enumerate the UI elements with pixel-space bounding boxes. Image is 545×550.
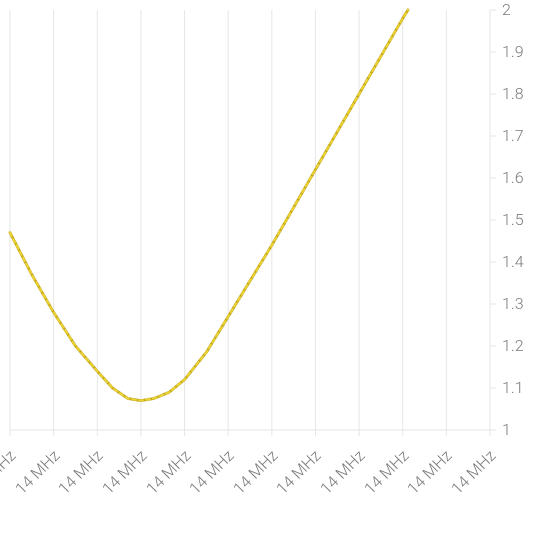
line-chart: 21.91.81.71.61.51.41.31.21.1114 MHz14 MH…	[0, 0, 545, 550]
y-tick-label: 1.6	[502, 168, 524, 187]
y-tick-label: 2	[502, 0, 511, 19]
y-tick-label: 1.9	[502, 42, 524, 61]
y-tick-label: 1.5	[502, 210, 524, 229]
y-tick-label: 1.7	[502, 126, 524, 145]
y-tick-label: 1.4	[502, 252, 524, 271]
y-tick-label: 1	[502, 420, 511, 439]
y-tick-label: 1.3	[502, 294, 524, 313]
y-tick-label: 1.8	[502, 84, 524, 103]
y-tick-label: 1.1	[502, 378, 524, 397]
y-tick-label: 1.2	[502, 336, 524, 355]
